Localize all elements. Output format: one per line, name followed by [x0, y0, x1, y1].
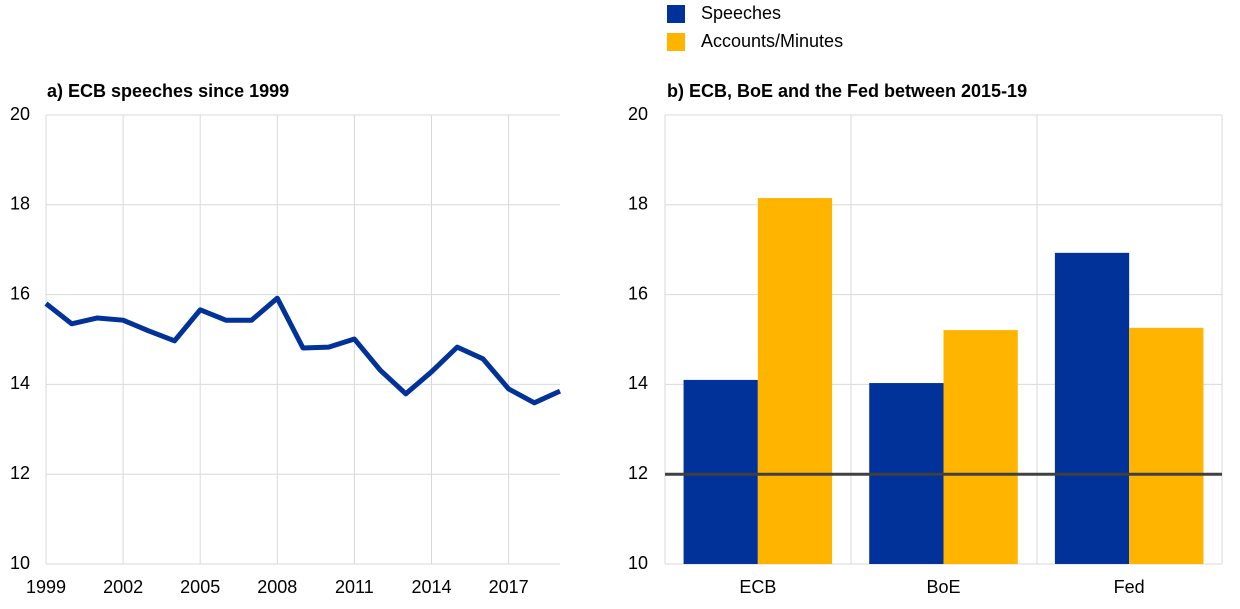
x-tick-label: 2002 — [103, 577, 143, 597]
y-tick-label: 18 — [628, 194, 648, 214]
x-tick-label: ECB — [739, 577, 776, 597]
y-tick-label: 20 — [10, 104, 30, 124]
x-tick-label: 2014 — [411, 577, 451, 597]
y-tick-label: 14 — [628, 373, 648, 393]
bar — [757, 198, 833, 564]
chart-title: a) ECB speeches since 1999 — [47, 81, 289, 101]
chart-title: b) ECB, BoE and the Fed between 2015-19 — [667, 81, 1027, 101]
y-tick-label: 14 — [10, 373, 30, 393]
x-tick-label: 2005 — [180, 577, 220, 597]
y-tick-label: 12 — [10, 463, 30, 483]
x-tick-label: 2017 — [489, 577, 529, 597]
bar — [1129, 327, 1204, 564]
x-tick-label: Fed — [1114, 577, 1145, 597]
legend-swatch — [667, 33, 685, 51]
x-tick-label: 2011 — [335, 577, 374, 597]
bar — [683, 379, 758, 564]
x-tick-label: BoE — [926, 577, 960, 597]
legend-label: Speeches — [701, 3, 781, 23]
y-tick-label: 20 — [628, 104, 648, 124]
y-tick-label: 10 — [10, 553, 30, 573]
y-tick-label: 12 — [628, 463, 648, 483]
x-tick-label: 1999 — [26, 577, 66, 597]
legend-label: Accounts/Minutes — [701, 31, 843, 51]
y-tick-label: 18 — [10, 194, 30, 214]
bar — [1054, 252, 1130, 564]
x-tick-label: 2008 — [257, 577, 297, 597]
y-tick-label: 10 — [628, 553, 648, 573]
data-line — [44, 295, 562, 406]
y-tick-label: 16 — [628, 283, 648, 303]
y-tick-label: 16 — [10, 283, 30, 303]
bar — [943, 330, 1018, 564]
legend-swatch — [667, 5, 685, 23]
